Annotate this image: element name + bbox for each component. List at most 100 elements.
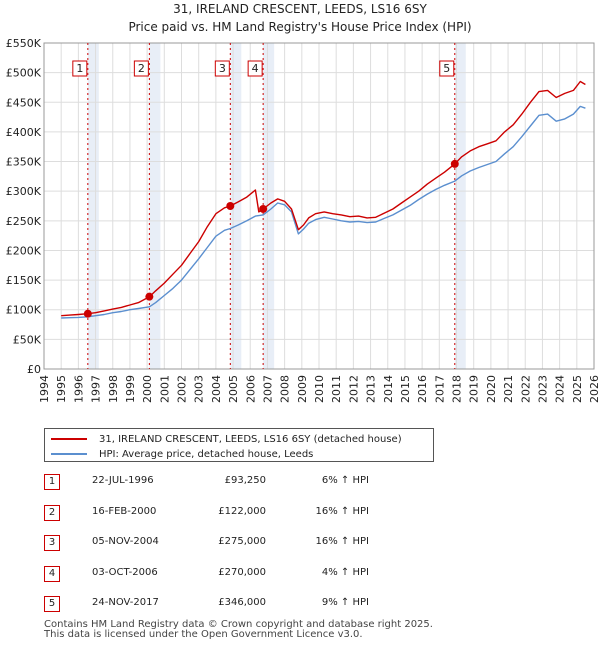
x-tick-label: 2004: [210, 375, 223, 403]
x-tick-label: 2021: [502, 375, 515, 403]
x-tick-label: 2009: [296, 375, 309, 403]
legend: 31, IRELAND CRESCENT, LEEDS, LS16 6SY (d…: [44, 428, 434, 462]
sale-marker-label: 4: [252, 62, 259, 75]
series-line-property: [61, 80, 586, 317]
sale-marker-label: 5: [443, 62, 450, 75]
y-tick-label: £250K: [6, 215, 42, 228]
x-tick-label: 2005: [227, 375, 240, 403]
sale-marker-box: [72, 60, 88, 77]
x-tick-label: 1995: [55, 375, 68, 403]
x-tick-label: 2003: [193, 375, 206, 403]
sale-hpi-diff: 16% ↑ HPI: [315, 536, 369, 547]
y-tick-label: £100K: [6, 304, 42, 317]
sale-hpi-diff: 4% ↑ HPI: [321, 566, 369, 578]
price-chart: 31, IRELAND CRESCENT, LEEDS, LS16 6SY Pr…: [6, 2, 600, 403]
y-tick-label: £400K: [6, 126, 42, 139]
sale-price: £346,000: [218, 597, 266, 608]
x-tick-label: 2023: [536, 375, 549, 403]
x-tick-label: 2022: [519, 375, 532, 403]
legend-label-property: 31, IRELAND CRESCENT, LEEDS, LS16 6SY (d…: [99, 433, 402, 445]
legend-swatch-property: [51, 438, 87, 440]
series-line-hpi: [61, 105, 586, 319]
x-tick-label: 2025: [571, 375, 584, 403]
x-tick-label: 2001: [158, 375, 171, 403]
y-tick-label: £150K: [6, 274, 42, 287]
x-tick-label: 2015: [399, 375, 412, 403]
y-tick-label: £200K: [6, 244, 42, 257]
sale-marker-box: [214, 60, 230, 77]
sale-badge: 2: [44, 504, 60, 521]
x-tick-label: 1999: [124, 375, 137, 403]
sale-point: [259, 204, 268, 213]
sale-date: 03-OCT-2006: [92, 566, 158, 578]
x-tick-label: 2000: [141, 375, 154, 403]
x-tick-label: 2020: [485, 375, 498, 403]
x-tick-label: 2024: [554, 375, 567, 403]
sale-badge: 5: [44, 596, 60, 612]
table-row: 4 03-OCT-2006 £270,000 4% ↑ HPI: [44, 564, 464, 595]
sale-shade-band: [149, 43, 161, 369]
x-tick-label: 2008: [279, 375, 292, 403]
sale-badge: 1: [44, 474, 60, 490]
sale-marker-label: 2: [138, 62, 145, 75]
x-tick-label: 2007: [261, 375, 274, 403]
sale-point: [145, 292, 154, 301]
sale-shade-band: [454, 43, 466, 369]
sale-marker-box: [133, 60, 149, 77]
y-tick-label: £550K: [6, 37, 42, 50]
footer: Contains HM Land Registry data © Crown c…: [44, 620, 433, 640]
x-tick-label: 2011: [330, 375, 343, 403]
x-tick-label: 2013: [365, 375, 378, 403]
x-tick-label: 1994: [38, 375, 51, 403]
footer-copyright: Contains HM Land Registry data © Crown c…: [44, 619, 433, 630]
legend-label-hpi: HPI: Average price, detached house, Leed…: [99, 448, 314, 460]
y-tick-label: £450K: [6, 96, 42, 109]
legend-item-hpi: HPI: Average price, detached house, Leed…: [51, 447, 313, 461]
sale-point: [226, 202, 235, 210]
sales-table: 1 22-JUL-1996 £93,250 6% ↑ HPI 2 16-FEB-…: [44, 472, 464, 625]
table-row: 5 24-NOV-2017 £346,000 9% ↑ HPI: [44, 594, 464, 625]
sale-point: [83, 309, 92, 318]
x-tick-label: 2017: [433, 375, 446, 403]
x-tick-label: 1998: [107, 375, 120, 403]
y-tick-label: £50K: [13, 333, 42, 346]
table-row: 2 16-FEB-2000 £122,000 16% ↑ HPI: [44, 503, 464, 534]
sale-hpi-diff: 16% ↑ HPI: [315, 505, 369, 517]
table-row: 3 05-NOV-2004 £275,000 16% ↑ HPI: [44, 533, 464, 564]
sale-date: 24-NOV-2017: [92, 597, 159, 608]
sale-date: 05-NOV-2004: [92, 536, 159, 547]
x-tick-label: 2019: [468, 375, 481, 403]
table-row: 1 22-JUL-1996 £93,250 6% ↑ HPI: [44, 472, 464, 503]
chart-subtitle: Price paid vs. HM Land Registry's House …: [128, 20, 471, 34]
sale-date: 22-JUL-1996: [92, 475, 154, 486]
sale-price: £93,250: [224, 475, 266, 486]
sale-price: £122,000: [218, 505, 266, 517]
sale-point: [450, 159, 459, 168]
y-tick-label: £500K: [6, 67, 42, 80]
sale-date: 16-FEB-2000: [92, 505, 157, 517]
x-tick-label: 2026: [588, 375, 600, 403]
x-tick-label: 1996: [72, 375, 85, 403]
sale-marker-label: 1: [76, 62, 83, 75]
sale-hpi-diff: 9% ↑ HPI: [321, 597, 369, 608]
sale-shade-band: [230, 43, 242, 369]
plot-area-frame: [43, 42, 595, 370]
y-tick-label: £0: [27, 363, 41, 376]
sale-hpi-diff: 6% ↑ HPI: [321, 475, 369, 486]
sale-badge: 4: [44, 565, 60, 582]
x-tick-label: 2010: [313, 375, 326, 403]
y-tick-label: £350K: [6, 156, 42, 169]
legend-item-property: 31, IRELAND CRESCENT, LEEDS, LS16 6SY (d…: [51, 432, 402, 446]
y-tick-label: £300K: [6, 185, 42, 198]
x-tick-label: 2002: [176, 375, 189, 403]
x-tick-label: 2018: [451, 375, 464, 403]
sale-badge: 3: [44, 535, 60, 551]
x-tick-label: 1997: [90, 375, 103, 403]
footer-license: This data is licensed under the Open Gov…: [44, 629, 363, 640]
sale-marker-box: [247, 60, 263, 77]
sale-shade-band: [87, 43, 99, 369]
sale-price: £270,000: [218, 566, 266, 578]
sale-marker-box: [439, 60, 455, 77]
sale-shade-band: [263, 43, 275, 369]
x-tick-label: 2016: [416, 375, 429, 403]
